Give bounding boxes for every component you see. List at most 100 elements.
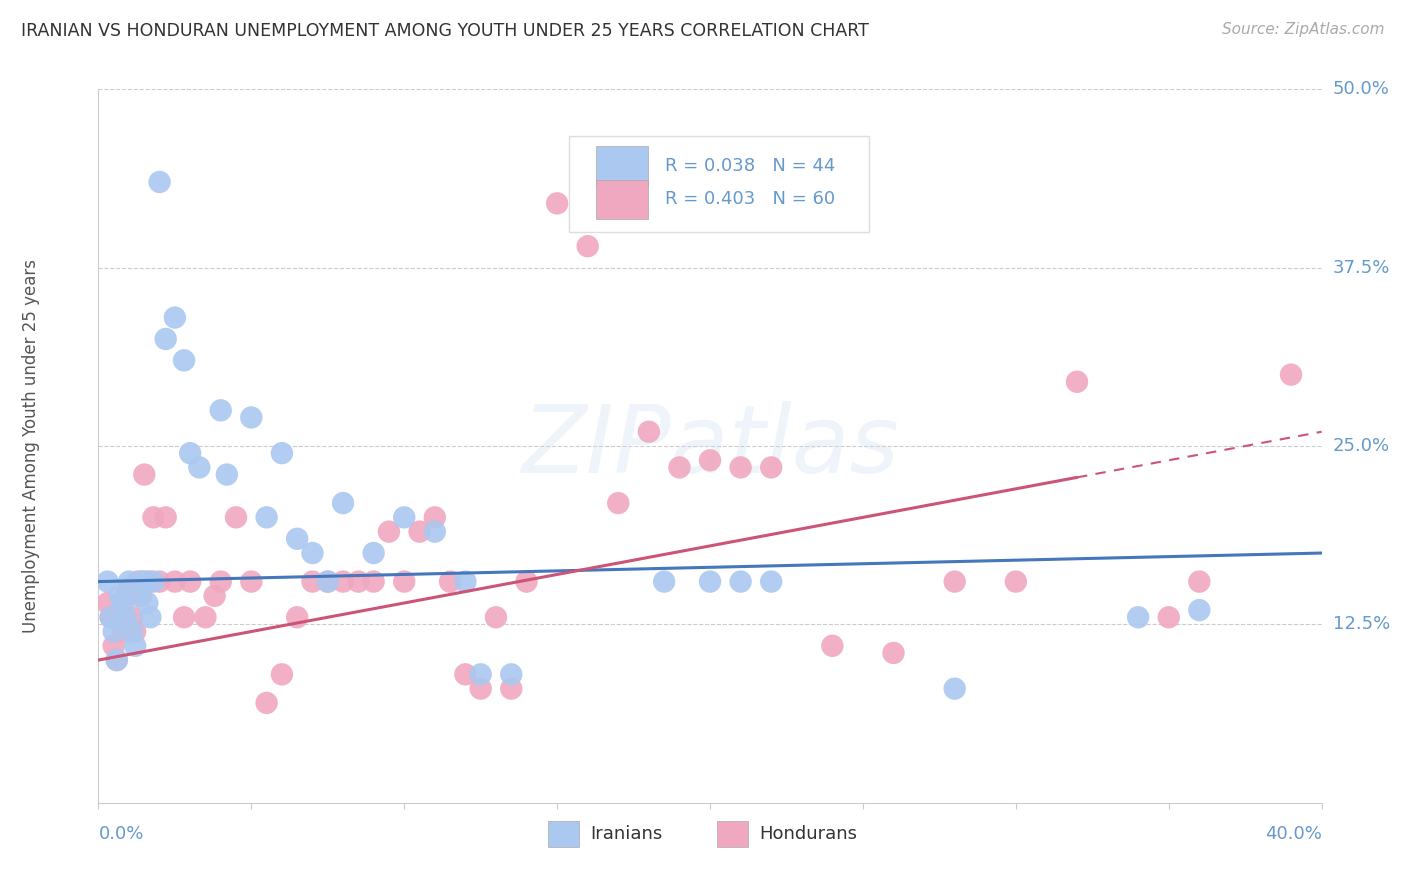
Text: 25.0%: 25.0% (1333, 437, 1391, 455)
Point (256, 696, 278, 710)
Point (270, 446, 292, 460)
Point (142, 574, 165, 589)
Point (209, 403, 232, 417)
Point (194, 610, 217, 624)
Point (188, 460, 211, 475)
Point (127, 574, 149, 589)
Point (546, 196, 568, 211)
Point (470, 681, 492, 696)
Point (136, 574, 159, 589)
Point (256, 510, 278, 524)
Point (100, 610, 122, 624)
Point (115, 589, 138, 603)
Point (378, 524, 401, 539)
Text: 50.0%: 50.0% (1333, 80, 1389, 98)
Point (108, 610, 131, 624)
Point (454, 667, 477, 681)
Point (363, 574, 385, 589)
Point (118, 574, 141, 589)
Point (576, 239, 599, 253)
Point (943, 681, 966, 696)
Point (392, 510, 416, 524)
Point (501, 681, 523, 696)
FancyBboxPatch shape (596, 146, 648, 186)
Point (485, 610, 508, 624)
Text: Iranians: Iranians (591, 825, 662, 843)
Text: R = 0.403   N = 60: R = 0.403 N = 60 (665, 190, 835, 208)
Text: 0.0%: 0.0% (98, 825, 143, 843)
Point (179, 446, 201, 460)
Point (363, 546, 385, 560)
Point (124, 624, 146, 639)
Point (173, 353, 195, 368)
Point (155, 332, 177, 346)
Point (423, 524, 446, 539)
Point (115, 610, 138, 624)
Point (730, 460, 752, 475)
Text: Hondurans: Hondurans (759, 825, 858, 843)
Point (163, 574, 186, 589)
Point (100, 610, 122, 624)
Point (240, 574, 263, 589)
Point (173, 610, 195, 624)
Point (470, 667, 492, 681)
Point (155, 510, 177, 524)
Point (105, 653, 128, 667)
Point (1128, 610, 1150, 624)
Point (332, 496, 354, 510)
Point (129, 589, 152, 603)
Point (1066, 375, 1088, 389)
FancyBboxPatch shape (596, 180, 648, 219)
Point (215, 467, 238, 482)
Point (301, 574, 323, 589)
Point (759, 574, 782, 589)
Point (285, 610, 308, 624)
Point (163, 310, 186, 325)
Point (121, 610, 143, 624)
Text: Source: ZipAtlas.com: Source: ZipAtlas.com (1222, 22, 1385, 37)
Point (139, 574, 162, 589)
Point (423, 510, 446, 524)
Point (149, 175, 172, 189)
Point (134, 467, 156, 482)
Point (943, 574, 966, 589)
Point (1188, 574, 1211, 589)
Point (1157, 610, 1180, 624)
Point (501, 667, 523, 681)
Point (127, 589, 149, 603)
Point (439, 574, 461, 589)
Point (699, 574, 721, 589)
Point (136, 596, 159, 610)
Point (392, 574, 416, 589)
Point (637, 425, 661, 439)
Point (1279, 368, 1302, 382)
Text: 40.0%: 40.0% (1265, 825, 1322, 843)
Point (129, 574, 152, 589)
Text: Unemployment Among Youth under 25 years: Unemployment Among Youth under 25 years (22, 259, 41, 633)
Point (1188, 603, 1211, 617)
Point (139, 610, 162, 624)
Point (111, 624, 134, 639)
Point (821, 639, 844, 653)
Point (883, 646, 905, 660)
Point (134, 574, 156, 589)
Point (730, 574, 752, 589)
Point (240, 410, 263, 425)
Point (699, 453, 721, 467)
Point (121, 624, 143, 639)
Point (454, 574, 477, 589)
Point (408, 524, 430, 539)
Point (105, 653, 128, 667)
Text: 37.5%: 37.5% (1333, 259, 1391, 277)
Point (97, 596, 120, 610)
Point (316, 574, 339, 589)
Text: 12.5%: 12.5% (1333, 615, 1391, 633)
Point (209, 574, 232, 589)
Point (285, 532, 308, 546)
Text: R = 0.038   N = 44: R = 0.038 N = 44 (665, 157, 835, 175)
Text: IRANIAN VS HONDURAN UNEMPLOYMENT AMONG YOUTH UNDER 25 YEARS CORRELATION CHART: IRANIAN VS HONDURAN UNEMPLOYMENT AMONG Y… (21, 22, 869, 40)
FancyBboxPatch shape (569, 136, 869, 232)
Point (607, 496, 630, 510)
Point (516, 574, 538, 589)
Text: ZIPatlas: ZIPatlas (522, 401, 898, 491)
